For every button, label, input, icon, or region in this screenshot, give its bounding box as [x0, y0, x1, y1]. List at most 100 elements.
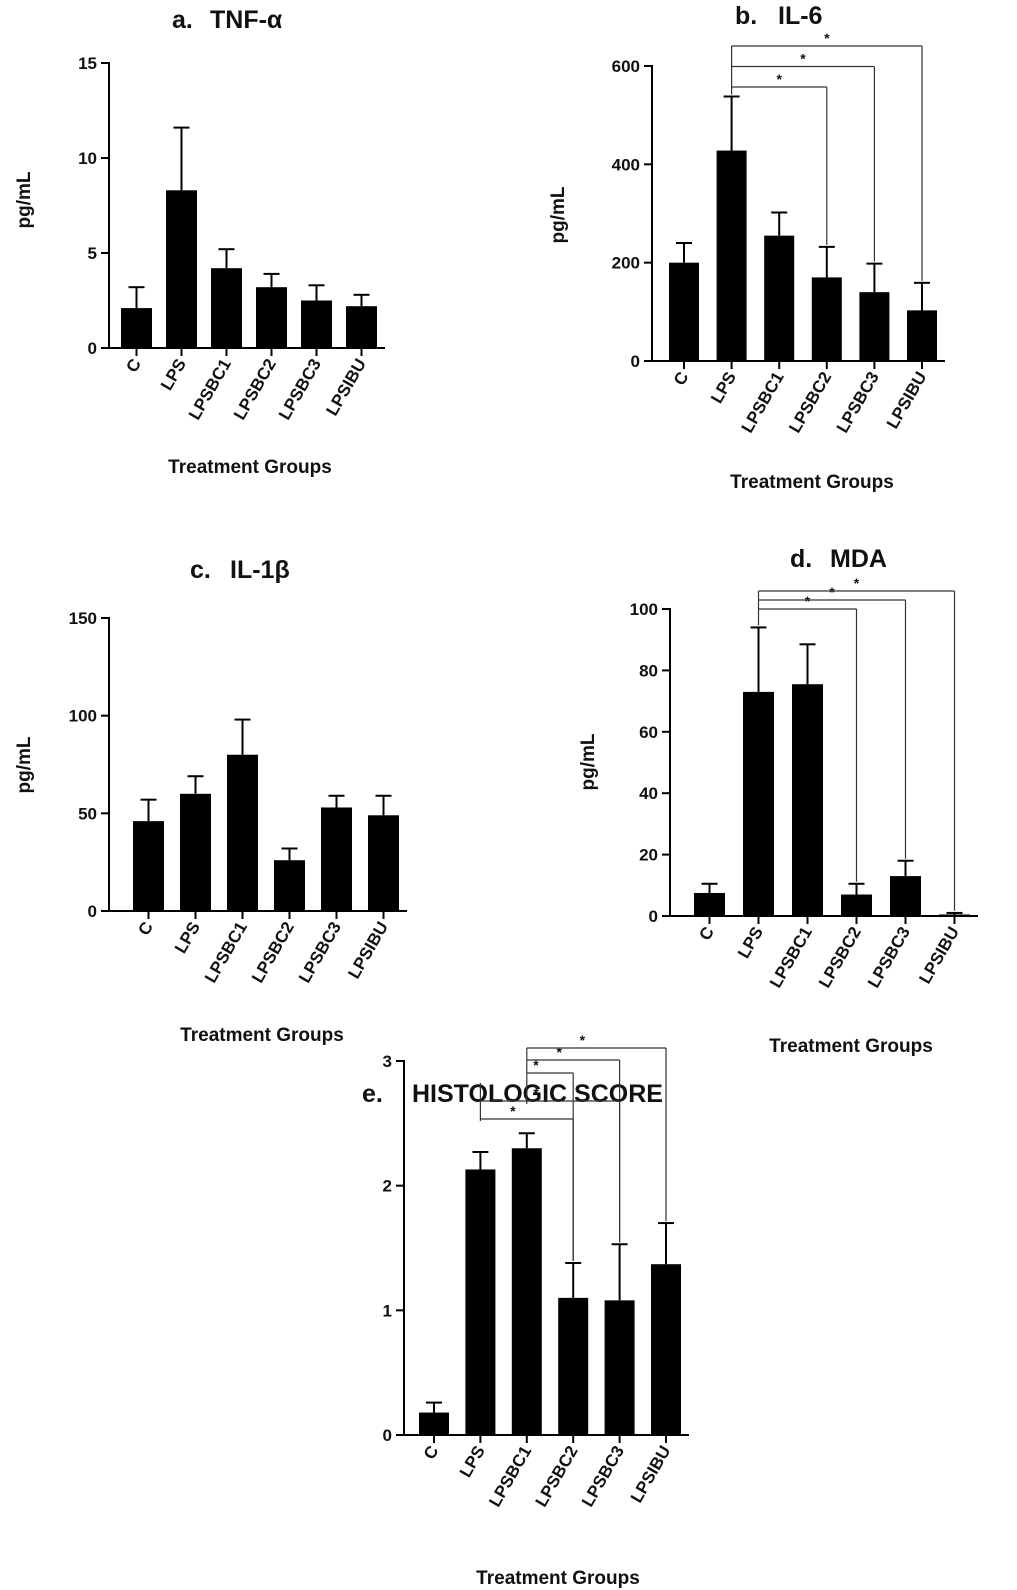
panel-c-category-label-LPSBC3: LPSBC3	[295, 919, 345, 987]
panel-d-xlabel: Treatment Groups	[769, 1036, 933, 1057]
panel-c-y-tick-label: 50	[78, 804, 97, 823]
panel-b-bar-LPSBC2	[811, 277, 842, 361]
panel-e-category-label-C: C	[420, 1443, 443, 1463]
panel-e-sig-star: *	[533, 1085, 539, 1101]
panel-c-bar-LPSBC3	[321, 807, 352, 911]
panel-d-sig-star: *	[829, 584, 835, 600]
panel-b-letter: b.	[735, 2, 757, 30]
panel-c-category-label-LPSBC2: LPSBC2	[248, 919, 298, 987]
panel-d-bar-LPSBC1	[792, 684, 823, 916]
panel-c-bar-LPSIBU	[368, 815, 399, 911]
panel-d-y-tick-label: 0	[649, 907, 658, 926]
panel-d-category-label-LPSBC1: LPSBC1	[766, 924, 816, 992]
panel-e-category-label-LPSIBU: LPSIBU	[627, 1443, 675, 1506]
panel-d-category-label-LPS: LPS	[734, 924, 767, 962]
panel-c-title: IL-1β	[230, 556, 290, 584]
panel-b: b. IL-6 pg/mL Treatment Groups 0 200 400 60…	[548, 2, 945, 493]
panel-e-y-tick-label: 0	[383, 1426, 392, 1445]
panel-b-ylabel: pg/mL	[548, 186, 569, 243]
panel-e-bar-C	[419, 1412, 449, 1435]
panel-b-sig-star: *	[800, 51, 806, 67]
panel-c-xlabel: Treatment Groups	[180, 1025, 344, 1046]
panel-e-y-tick-label: 3	[383, 1052, 392, 1071]
panel-e-letter: e.	[362, 1080, 383, 1108]
panel-b-bar-LPSBC1	[764, 235, 795, 361]
panel-c-bar-C	[133, 821, 164, 911]
panel-a-bar-LPSBC3	[301, 300, 332, 348]
panel-a-y-tick-label: 15	[78, 54, 97, 73]
panel-e-y-tick-label: 2	[383, 1177, 392, 1196]
panel-c-category-label-LPSIBU: LPSIBU	[344, 919, 392, 982]
panel-c-y-tick-label: 150	[69, 609, 97, 628]
panel-b-bar-LPS	[716, 150, 747, 361]
panel-b-bar-C	[669, 262, 699, 361]
panel-c-category-label-LPS: LPS	[171, 919, 204, 957]
panel-c-y-tick-label: 0	[88, 902, 97, 921]
panel-d-sig-star: *	[854, 575, 860, 591]
panel-b-category-label-LPSBC2: LPSBC2	[785, 369, 835, 437]
panel-e-sig-star: *	[533, 1057, 539, 1073]
panel-a-category-label-LPSIBU: LPSIBU	[322, 356, 370, 419]
panel-b-category-label-LPS: LPS	[707, 369, 740, 407]
panel-d-title: MDA	[830, 545, 887, 573]
panel-a-category-label-LPSBC2: LPSBC2	[230, 356, 280, 424]
panel-a-y-tick-label: 0	[88, 339, 97, 358]
panel-b-bar-LPSBC3	[859, 292, 890, 361]
panel-e-category-label-LPSBC3: LPSBC3	[578, 1443, 628, 1511]
panel-b-category-label-LPSIBU: LPSIBU	[883, 369, 931, 432]
panel-b-sig-star: *	[776, 71, 782, 87]
panel-a-bar-C	[121, 308, 152, 348]
panel-a-bar-LPSBC1	[211, 268, 242, 348]
panel-a-bar-LPSIBU	[346, 306, 377, 348]
panel-a-bar-LPSBC2	[256, 287, 287, 348]
panel-a-title: TNF-α	[210, 6, 283, 34]
panel-c-ylabel: pg/mL	[14, 736, 35, 793]
panel-a-bar-LPS	[166, 190, 197, 348]
panel-b-y-tick-label: 200	[612, 254, 640, 273]
panel-e-sig-star: *	[580, 1032, 586, 1048]
panel-c-y-tick-label: 100	[69, 707, 97, 726]
panel-b-y-tick-label: 400	[612, 155, 640, 174]
panel-a-category-label-C: C	[122, 356, 145, 376]
panel-d-ylabel: pg/mL	[578, 733, 599, 790]
panel-b-category-label-C: C	[670, 369, 693, 389]
panel-d-sig-star: *	[805, 593, 811, 609]
panel-d-letter: d.	[790, 545, 812, 573]
panel-c: c. IL-1β pg/mL Treatment Groups 0 50 100 15…	[14, 556, 407, 1046]
panel-a-y-tick-label: 5	[88, 244, 97, 263]
panel-e-bar-LPSBC3	[604, 1300, 635, 1435]
panel-c-bar-LPSBC1	[227, 754, 258, 911]
panel-d-plot: 0 20 40 60 80 100 C LPS LPSBC1 LPSBC2 LPSBC3 LPSIBU…	[630, 575, 978, 991]
panel-b-sig-star: *	[824, 30, 830, 46]
panel-d-y-tick-label: 80	[639, 661, 658, 680]
panel-d-y-tick-label: 40	[639, 784, 658, 803]
panel-a-ylabel: pg/mL	[14, 171, 35, 228]
panel-a-xlabel: Treatment Groups	[168, 457, 332, 478]
panel-e-sig-star: *	[510, 1103, 516, 1119]
panel-e-bar-LPSBC1	[511, 1148, 542, 1435]
panel-e-title: HISTOLOGIC SCORE	[412, 1080, 663, 1108]
panel-e-sig-star: *	[556, 1044, 562, 1060]
panel-d-category-label-LPSIBU: LPSIBU	[915, 924, 963, 987]
panel-b-y-tick-label: 0	[631, 352, 640, 371]
panel-c-category-label-C: C	[134, 919, 157, 939]
panel-b-category-label-LPSBC1: LPSBC1	[738, 369, 788, 437]
panel-b-xlabel: Treatment Groups	[730, 472, 894, 493]
panel-d: d. MDA pg/mL Treatment Groups 0 20 40 60 80 1…	[578, 545, 978, 1057]
panel-a-y-tick-label: 10	[78, 149, 97, 168]
panel-c-bar-LPS	[180, 793, 211, 911]
panel-e-category-label-LPS: LPS	[456, 1443, 489, 1481]
panel-d-y-tick-label: 100	[630, 600, 658, 619]
panel-a-category-label-LPS: LPS	[157, 356, 190, 394]
panel-d-category-label-LPSBC2: LPSBC2	[815, 924, 865, 992]
panel-e-bar-LPSIBU	[651, 1264, 681, 1435]
panel-a-category-label-LPSBC3: LPSBC3	[275, 356, 325, 424]
panel-d-category-label-C: C	[695, 924, 718, 944]
panel-d-y-tick-label: 60	[639, 723, 658, 742]
panel-a-category-label-LPSBC1: LPSBC1	[185, 356, 235, 424]
